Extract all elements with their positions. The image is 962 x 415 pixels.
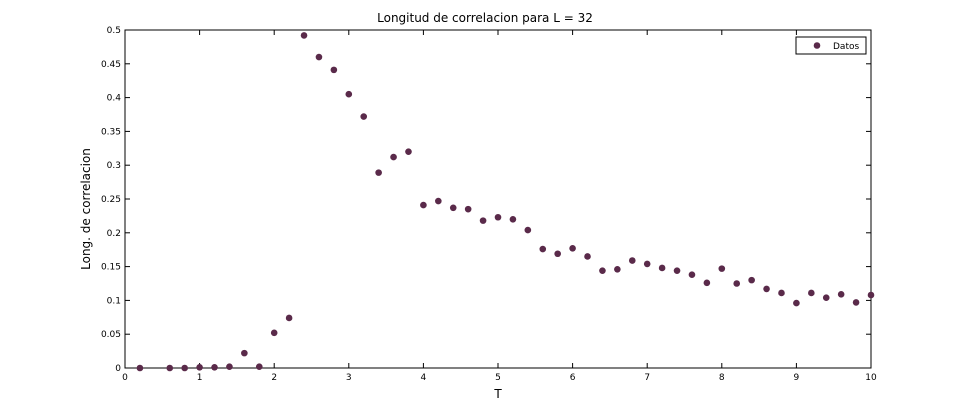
legend-label-datos: Datos (833, 42, 859, 52)
data-point (464, 205, 472, 213)
legend-box (795, 36, 867, 55)
y-tick-label: 0.2 (107, 229, 121, 239)
x-tick-label: 7 (644, 373, 650, 383)
y-tick-label: 0.1 (107, 296, 121, 306)
data-point (315, 53, 323, 61)
y-tick-label: 0.15 (101, 263, 121, 273)
y-tick-label: 0.3 (107, 161, 121, 171)
data-point (793, 299, 800, 307)
data-point (255, 363, 263, 370)
data-point (241, 349, 248, 357)
y-axis-label: Long. de correlacion (79, 148, 93, 270)
data-point (435, 197, 442, 205)
x-tick-label: 0 (122, 373, 128, 383)
data-point (554, 250, 561, 258)
data-point (285, 314, 293, 322)
data-point (449, 204, 457, 212)
data-point (136, 364, 144, 372)
y-tick-label: 0.45 (101, 60, 121, 70)
plot-area-frame (124, 29, 872, 369)
data-point (509, 215, 517, 223)
data-point (226, 363, 233, 370)
data-point (539, 245, 547, 253)
x-tick-label: 1 (197, 373, 203, 383)
data-point (703, 279, 711, 287)
data-point (822, 294, 830, 301)
data-point (569, 245, 576, 252)
data-point (270, 329, 278, 337)
y-tick-label: 0.5 (107, 26, 121, 36)
data-point (181, 364, 188, 372)
data-point (330, 66, 338, 74)
data-point (837, 291, 845, 298)
x-tick-label: 4 (421, 373, 427, 383)
chart-title: Longitud de correlacion para L = 32 (377, 11, 593, 25)
x-tick-label: 3 (346, 373, 352, 383)
x-tick-label: 6 (570, 373, 576, 383)
data-point (867, 291, 875, 299)
data-point (360, 113, 368, 120)
y-axis: 0 0.05 0.1 0.15 0.2 0.25 0.3 0.35 0.4 0.45 0.5 (101, 26, 871, 374)
data-point (375, 169, 382, 176)
x-tick-label: 8 (719, 373, 725, 383)
y-tick-label: 0.05 (101, 330, 121, 340)
data-point (718, 265, 726, 272)
data-point (852, 299, 860, 306)
data-point (211, 364, 218, 371)
data-point (614, 266, 621, 273)
data-point (688, 271, 696, 279)
y-tick-label: 0.4 (107, 94, 122, 104)
data-point (494, 213, 502, 221)
data-point (345, 90, 353, 98)
data-point (300, 32, 308, 39)
data-point (778, 289, 785, 297)
y-tick-label: 0.25 (101, 195, 121, 205)
legend: Datos (795, 36, 867, 55)
x-axis-label: T (493, 387, 502, 401)
data-point (673, 267, 681, 274)
data-point (808, 289, 815, 297)
data-point (420, 201, 427, 209)
data-point (748, 276, 755, 284)
x-axis: 0 1 2 3 4 5 6 7 8 9 10 (122, 30, 877, 383)
y-tick-label: 0 (115, 364, 121, 374)
data-point (196, 364, 203, 371)
data-point (763, 285, 770, 293)
data-point (643, 260, 651, 268)
data-point (166, 364, 174, 372)
data-point (628, 257, 636, 264)
data-point (733, 280, 741, 287)
x-tick-label: 10 (865, 373, 877, 383)
legend-marker (813, 42, 821, 49)
data-point (599, 267, 606, 274)
data-point (479, 217, 487, 224)
data-points (136, 32, 875, 372)
x-tick-label: 5 (495, 373, 501, 383)
x-tick-label: 9 (794, 373, 800, 383)
data-point (658, 264, 666, 272)
data-point (584, 253, 591, 260)
data-point (524, 226, 532, 234)
data-point (405, 148, 412, 155)
data-point (390, 153, 397, 161)
x-tick-label: 2 (271, 373, 277, 383)
y-tick-label: 0.35 (101, 127, 121, 137)
